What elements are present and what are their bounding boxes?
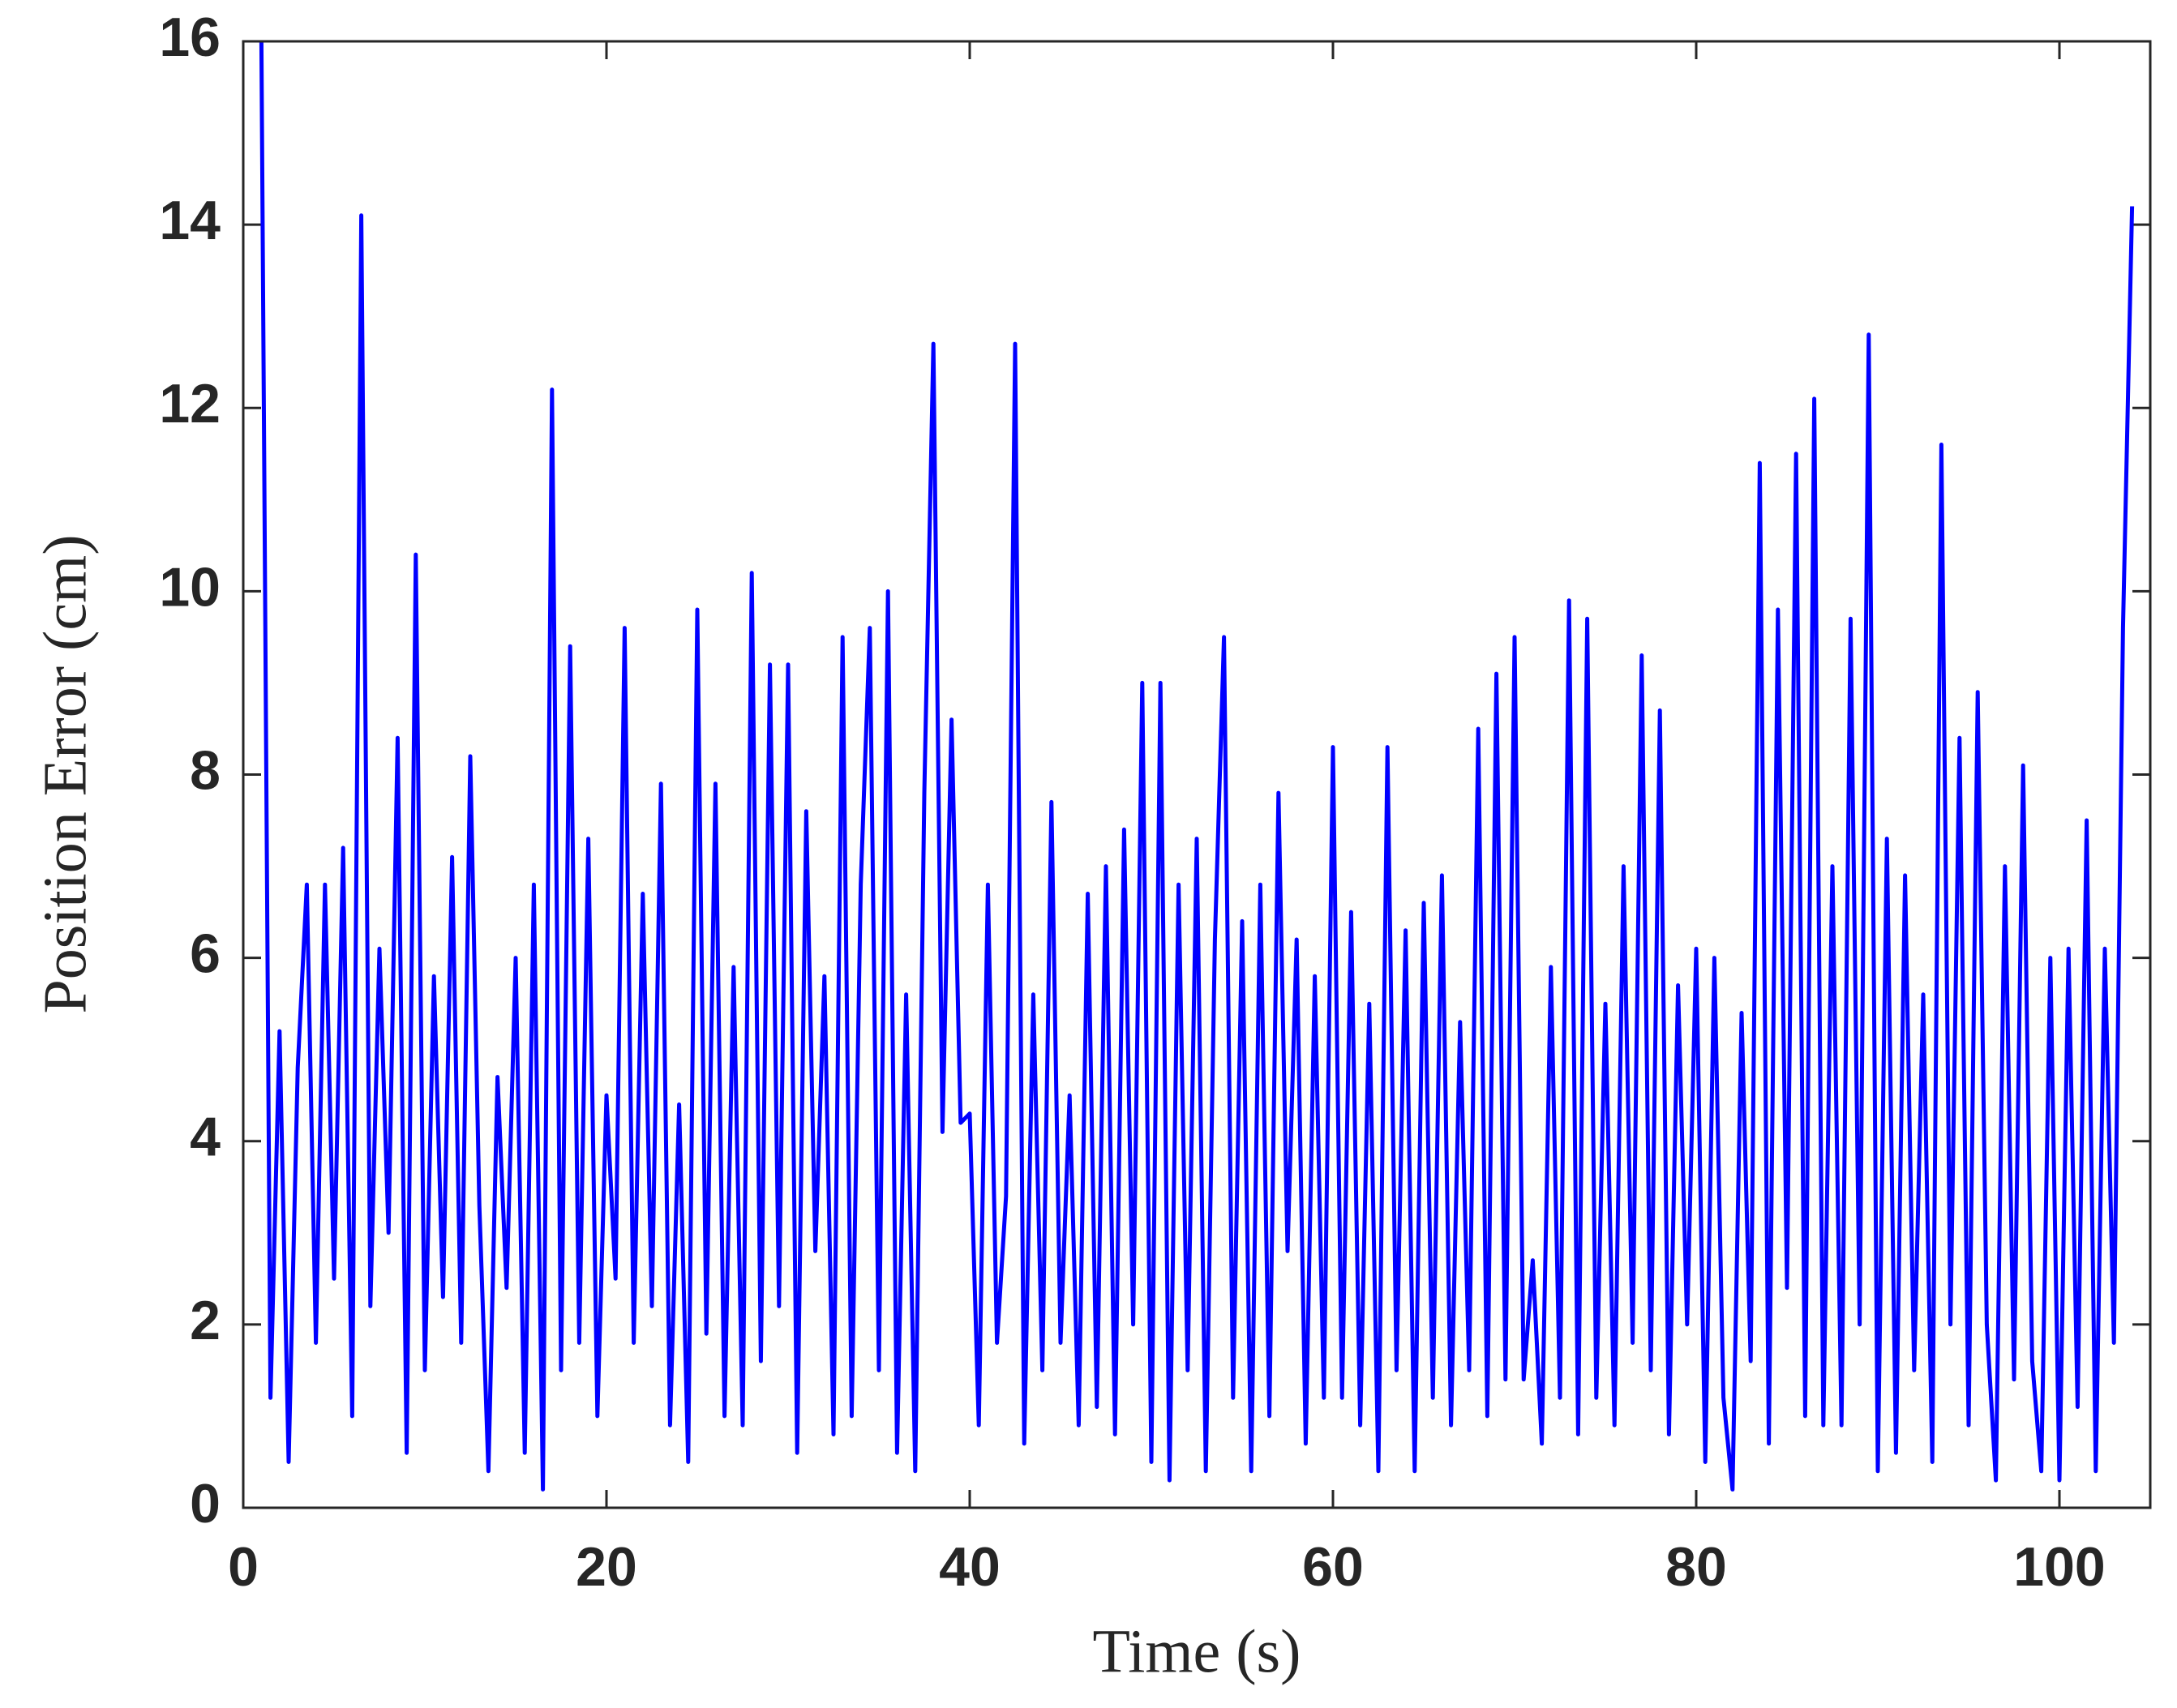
y-tick-label: 2: [190, 1290, 221, 1351]
x-tick-label: 80: [1665, 1536, 1727, 1598]
x-tick-label: 20: [576, 1536, 637, 1598]
x-tick-label: 100: [2013, 1536, 2105, 1598]
x-axis-label: Time (s): [1093, 1617, 1301, 1685]
y-tick-label: 0: [190, 1473, 221, 1535]
y-tick-label: 10: [159, 556, 221, 618]
x-tick-label: 40: [939, 1536, 1001, 1598]
y-tick-label: 8: [190, 739, 221, 801]
y-tick-label: 12: [159, 373, 221, 434]
y-tick-label: 16: [159, 6, 221, 68]
x-tick-label: 60: [1302, 1536, 1364, 1598]
data-line: [259, 41, 2135, 1492]
y-axis-label: Position Error (cm): [31, 534, 99, 1013]
plot-frame: [242, 40, 2152, 1509]
y-tick-label: 4: [190, 1107, 221, 1168]
y-tick-label: 6: [190, 923, 221, 985]
x-tick-label: 0: [228, 1536, 259, 1598]
y-tick-label: 14: [159, 190, 221, 251]
